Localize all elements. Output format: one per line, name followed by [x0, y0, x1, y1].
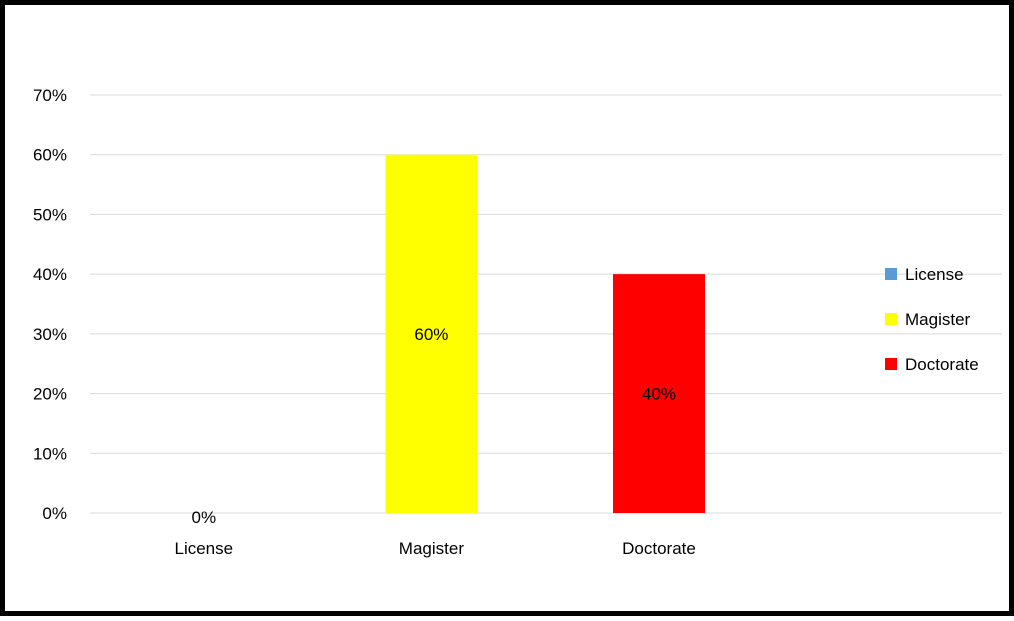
data-labels: 0% 60% 40% [192, 325, 677, 527]
legend-swatch [885, 268, 897, 280]
bars [385, 154, 705, 513]
x-tick-label: Doctorate [622, 539, 696, 558]
y-axis-ticks: 0% 10% 20% 30% 40% 50% 60% 70% [33, 86, 67, 523]
data-label: 40% [642, 385, 676, 404]
bar [613, 274, 705, 513]
legend-swatch [885, 313, 897, 325]
y-tick-label: 20% [33, 385, 67, 404]
x-tick-label: Magister [399, 539, 465, 558]
data-label: 60% [414, 325, 448, 344]
y-tick-label: 40% [33, 265, 67, 284]
gridlines [90, 94, 1002, 514]
y-tick-label: 70% [33, 86, 67, 105]
y-tick-label: 10% [33, 444, 67, 463]
legend-label: Magister [905, 310, 971, 329]
y-tick-label: 60% [33, 146, 67, 165]
y-tick-label: 50% [33, 205, 67, 224]
data-label: 0% [192, 508, 217, 527]
x-tick-label: License [174, 539, 233, 558]
legend-label: License [905, 265, 964, 284]
legend-swatch [885, 358, 897, 370]
bar [385, 154, 478, 513]
y-tick-label: 0% [42, 504, 67, 523]
y-tick-label: 30% [33, 325, 67, 344]
bar-chart: 0% 10% 20% 30% 40% 50% 60% 70% 0% 60% 40% License… [33, 86, 1002, 558]
legend-label: Doctorate [905, 355, 979, 374]
x-axis-ticks: License Magister Doctorate [174, 539, 695, 558]
legend: License Magister Doctorate [885, 265, 979, 374]
